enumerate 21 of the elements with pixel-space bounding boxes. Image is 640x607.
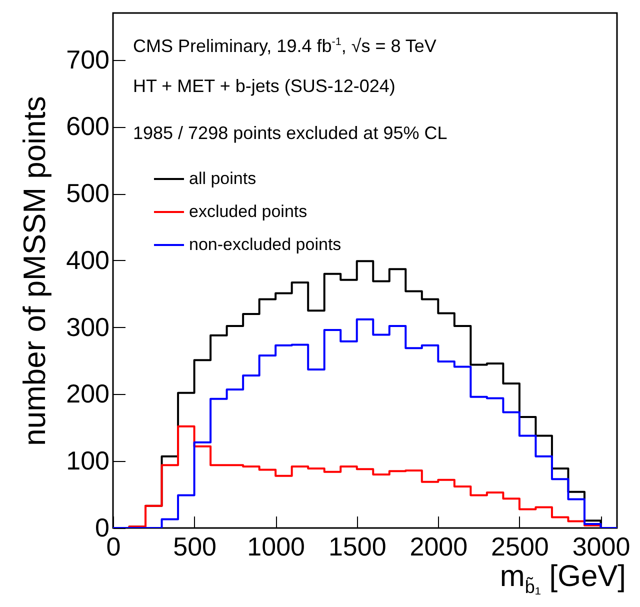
x-tick-label: 1000: [247, 532, 306, 562]
annotation: HT + MET + b-jets (SUS-12-024): [133, 76, 396, 97]
x-tick-label: 2000: [410, 532, 468, 562]
y-tick-label: 200: [66, 378, 110, 409]
x-tick-label: 3000: [572, 532, 630, 562]
x-axis-title: m$_{b̃₁}$ [GeV]: [500, 560, 626, 598]
x-tick-label: 1500: [328, 532, 386, 562]
y-tick-label: 500: [66, 178, 110, 208]
y-tick-label: 600: [66, 111, 110, 142]
legend-label: excluded points: [189, 202, 308, 221]
legend-label: non-excluded points: [189, 235, 342, 254]
legend-label: all points: [189, 169, 256, 188]
x-tick-label: 2500: [491, 532, 549, 562]
y-axis-title: number of pMSSM points: [17, 96, 52, 446]
annotation: 1985 / 7298 points excluded at 95% CL: [133, 123, 448, 144]
y-tick-label: 100: [66, 446, 110, 476]
y-tick-label: 400: [66, 244, 110, 275]
y-tick-label: 300: [66, 312, 110, 342]
y-tick-label: 700: [66, 44, 110, 74]
annotation: CMS Preliminary, 19.4 fb$^{-1}$, √s = 8 TeV: [133, 36, 436, 57]
x-tick-label: 500: [173, 532, 216, 562]
